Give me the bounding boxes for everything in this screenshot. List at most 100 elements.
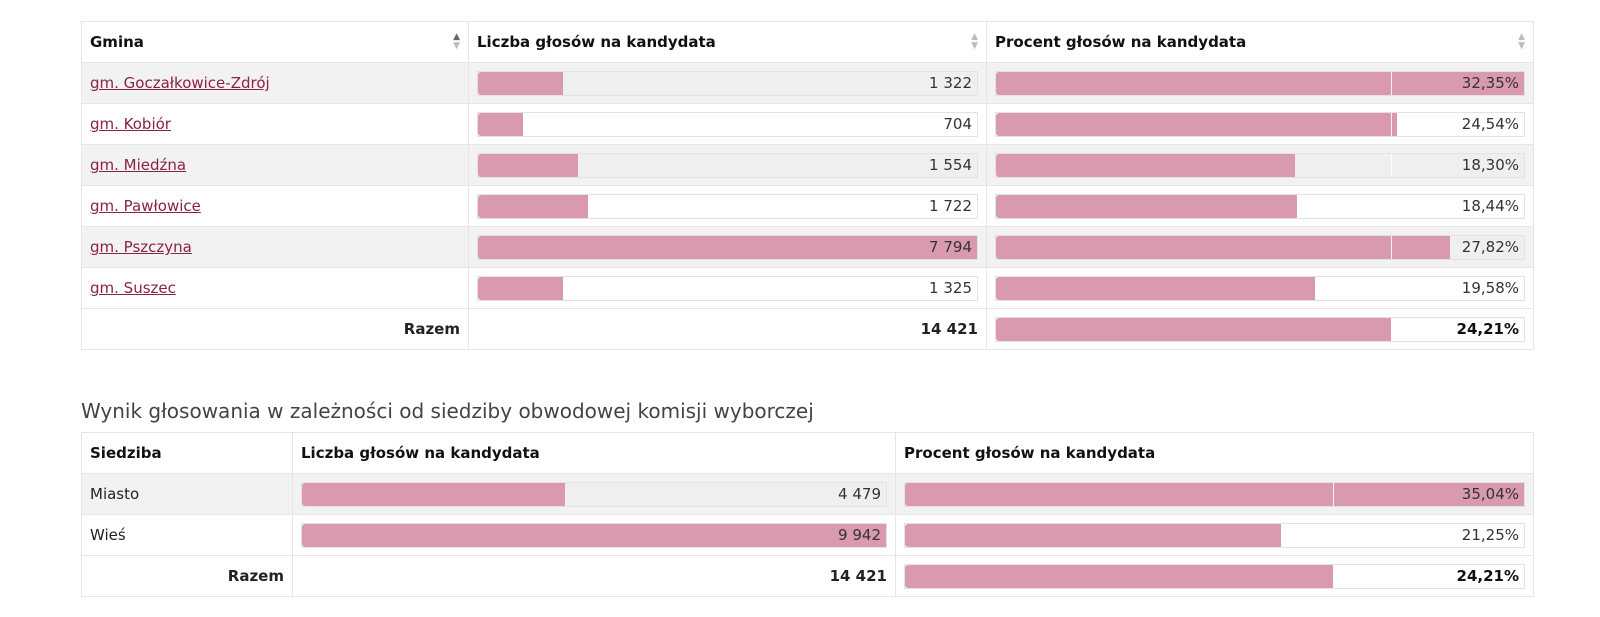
gmina-link[interactable]: gm. Suszec: [90, 279, 176, 297]
total-votes: 14 421: [292, 555, 896, 597]
average-marker: [1390, 153, 1392, 177]
bar-cell: 9 942: [301, 522, 887, 548]
table-header-row: Siedziba Liczba głosów na kandydata Proc…: [81, 432, 1534, 474]
bar-cell: 27,82%: [995, 234, 1525, 260]
bar-cell: 24,21%: [995, 316, 1525, 342]
bar-cell: 21,25%: [904, 522, 1525, 548]
total-row: Razem 14 421 24,21%: [81, 555, 1534, 597]
gmina-link[interactable]: gm. Goczałkowice-Zdrój: [90, 74, 270, 92]
votes-cell: 7 794: [468, 226, 987, 268]
bar-fill: [302, 482, 565, 506]
votes-cell: 1 554: [468, 144, 987, 186]
votes-cell: 704: [468, 103, 987, 145]
siedziba-label: Miasto: [90, 485, 140, 503]
table-row: gm. Miedźna 1 554 18,30%: [81, 144, 1534, 186]
percent-cell: 18,30%: [986, 144, 1534, 186]
votes-cell: 1 322: [468, 62, 987, 104]
percent-cell: 32,35%: [986, 62, 1534, 104]
column-header-label: Liczba głosów na kandydata: [477, 33, 716, 51]
bar-value-label: 24,54%: [1461, 115, 1519, 133]
bar-value-label: 18,30%: [1461, 156, 1519, 174]
percent-cell: 24,54%: [986, 103, 1534, 145]
bar-fill: [996, 112, 1398, 136]
average-marker: [1390, 71, 1392, 95]
sort-arrows-icon[interactable]: ▲ ▼: [453, 32, 460, 51]
bar-cell: 1 322: [477, 70, 978, 96]
bar-value-label: 32,35%: [1461, 74, 1519, 92]
table-row: Wieś 9 942 21,25%: [81, 514, 1534, 556]
bar-cell: 24,21%: [904, 563, 1525, 589]
bar-fill: [478, 235, 977, 259]
column-header-procent[interactable]: Procent głosów na kandydata ▲ ▼: [986, 21, 1534, 63]
bar-cell: 1 325: [477, 275, 978, 301]
bar-value-label: 18,44%: [1461, 197, 1519, 215]
name-cell: gm. Goczałkowice-Zdrój: [81, 62, 469, 104]
bar-value-label: 9 942: [838, 526, 881, 544]
gmina-link[interactable]: gm. Miedźna: [90, 156, 187, 174]
bar-fill: [996, 317, 1391, 341]
bar-value-label: 35,04%: [1461, 485, 1519, 503]
bar-cell: 704: [477, 111, 978, 137]
bar-value-label: 21,25%: [1461, 526, 1519, 544]
gmina-link[interactable]: gm. Kobiór: [90, 115, 171, 133]
percent-cell: 18,44%: [986, 185, 1534, 227]
bar-fill: [996, 71, 1524, 95]
bar-value-label: 1 325: [929, 279, 972, 297]
average-marker: [1332, 523, 1334, 547]
total-label: Razem: [81, 308, 469, 350]
table-row: gm. Pawłowice 1 722 18,44%: [81, 185, 1534, 227]
column-header-liczba: Liczba głosów na kandydata: [292, 432, 896, 474]
percent-cell: 35,04%: [895, 473, 1534, 515]
bar-value-label: 1 322: [929, 74, 972, 92]
bar-value-label: 27,82%: [1461, 238, 1519, 256]
bar-cell: 32,35%: [995, 70, 1525, 96]
bar-cell: 18,44%: [995, 193, 1525, 219]
percent-cell: 21,25%: [895, 514, 1534, 556]
bar-fill: [996, 194, 1297, 218]
bar-cell: 1 722: [477, 193, 978, 219]
table-row: gm. Goczałkowice-Zdrój 1 322 32,35%: [81, 62, 1534, 104]
total-row: Razem 14 421 24,21%: [81, 308, 1534, 350]
bar-cell: 24,54%: [995, 111, 1525, 137]
table-row: Miasto 4 479 35,04%: [81, 473, 1534, 515]
table-header-row: Gmina ▲ ▼ Liczba głosów na kandydata ▲ ▼ P…: [81, 21, 1534, 63]
bar-cell: 7 794: [477, 234, 978, 260]
bar-value-label: 1 722: [929, 197, 972, 215]
bar-fill: [905, 523, 1281, 547]
bar-value-label: 704: [943, 115, 972, 133]
name-cell: gm. Suszec: [81, 267, 469, 309]
total-percent-cell: 24,21%: [986, 308, 1534, 350]
average-marker: [1332, 482, 1334, 506]
name-cell: gm. Pszczyna: [81, 226, 469, 268]
bar-cell: 35,04%: [904, 481, 1525, 507]
name-cell: gm. Kobiór: [81, 103, 469, 145]
bar-value-label: 24,21%: [1456, 320, 1519, 338]
bar-fill: [478, 276, 563, 300]
bar-cell: 1 554: [477, 152, 978, 178]
name-cell: Miasto: [81, 473, 293, 515]
bar-fill: [996, 153, 1295, 177]
table-row: gm. Suszec 1 325 19,58%: [81, 267, 1534, 309]
bar-cell: 4 479: [301, 481, 887, 507]
total-percent-cell: 24,21%: [895, 555, 1534, 597]
bar-fill: [996, 276, 1316, 300]
column-header-siedziba: Siedziba: [81, 432, 293, 474]
sort-arrows-icon[interactable]: ▲ ▼: [1518, 32, 1525, 51]
bar-fill: [478, 71, 563, 95]
column-header-label: Procent głosów na kandydata: [995, 33, 1247, 51]
votes-cell: 4 479: [292, 473, 896, 515]
bar-fill: [905, 564, 1333, 588]
bar-fill: [905, 482, 1524, 506]
votes-cell: 1 325: [468, 267, 987, 309]
table-row: gm. Kobiór 704 24,54%: [81, 103, 1534, 145]
results-by-gmina-table: Gmina ▲ ▼ Liczba głosów na kandydata ▲ ▼ P…: [81, 21, 1534, 350]
bar-fill: [996, 235, 1451, 259]
total-votes: 14 421: [468, 308, 987, 350]
bar-cell: 18,30%: [995, 152, 1525, 178]
gmina-link[interactable]: gm. Pszczyna: [90, 238, 192, 256]
column-header-gmina[interactable]: Gmina ▲ ▼: [81, 21, 469, 63]
gmina-link[interactable]: gm. Pawłowice: [90, 197, 201, 215]
bar-fill: [302, 523, 886, 547]
column-header-liczba[interactable]: Liczba głosów na kandydata ▲ ▼: [468, 21, 987, 63]
sort-arrows-icon[interactable]: ▲ ▼: [971, 32, 978, 51]
